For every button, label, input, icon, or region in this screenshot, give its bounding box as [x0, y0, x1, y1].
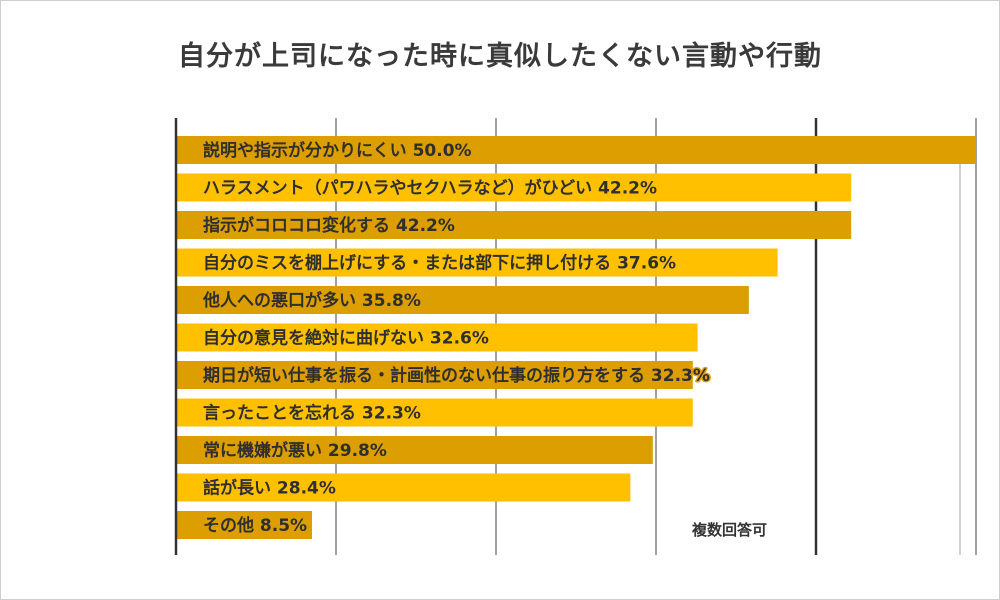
chart-title: 自分が上司になった時に真似したくない言動や行動	[178, 41, 822, 72]
bar-label-5: 他人への悪口が多い 35.8%	[202, 290, 421, 311]
bar-label-6: 自分の意見を絶対に曲げない 32.6%	[203, 328, 489, 349]
bar-label-11: その他 8.5%	[203, 515, 307, 536]
bar-11	[176, 511, 312, 539]
bar-5	[176, 286, 749, 314]
bar-8	[176, 398, 693, 427]
bar-label-10: 話が長い 28.4%	[203, 478, 336, 499]
bar-label-4: 自分のミスを棚上げにする・または部下に押し付ける 37.6%	[203, 253, 676, 274]
bar-2	[176, 173, 852, 202]
chart-note: 複数回答可	[692, 521, 768, 539]
bar-3	[176, 211, 852, 239]
bar-label-2: ハラスメント（パワハラやセクハラなど）がひどい 42.2%	[203, 178, 657, 199]
bar-1	[176, 136, 976, 164]
bar-label-8: 言ったことを忘れる 32.3%	[203, 403, 421, 424]
bar-9	[176, 436, 653, 464]
bar-4	[176, 248, 778, 277]
bar-6	[176, 323, 698, 352]
bar-10	[176, 473, 631, 502]
bar-label-1: 説明や指示が分かりにくい 50.0%	[203, 140, 472, 161]
bar-label-7: 期日が短い仕事を振る・計画性のない仕事の振り方をする 32.3%	[203, 365, 710, 386]
bar-7	[176, 361, 693, 389]
bar-label-3: 指示がコロコロ変化する 42.2%	[203, 215, 455, 236]
bar-label-9: 常に機嫌が悪い 29.8%	[203, 440, 387, 461]
